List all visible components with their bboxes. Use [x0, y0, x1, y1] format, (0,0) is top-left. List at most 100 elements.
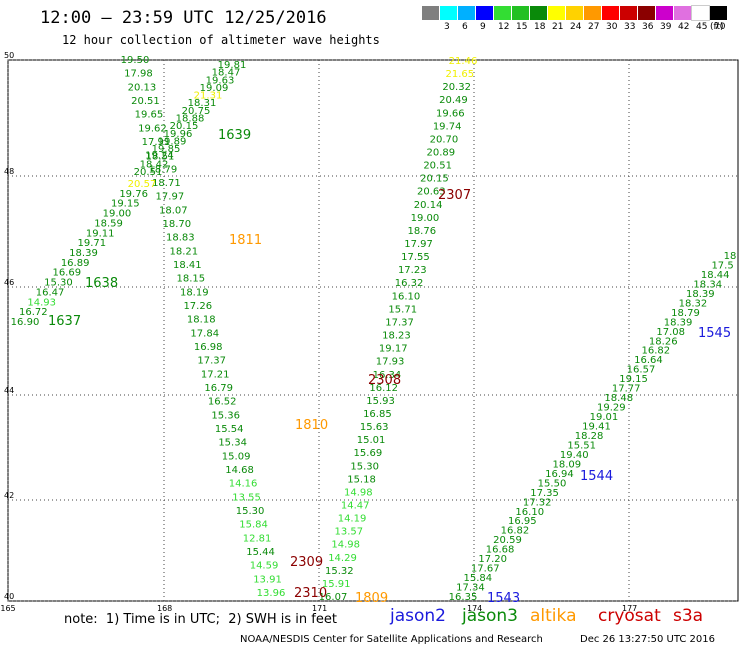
wave-height-value: 16.47	[36, 287, 65, 298]
lat-tick-label: 48	[4, 167, 14, 176]
color-swatch	[566, 6, 583, 20]
color-swatch	[422, 6, 439, 20]
wave-height-value: 18.21	[170, 246, 199, 257]
color-swatch	[494, 6, 511, 20]
map-title: 12:00 – 23:59 UTC 12/25/2016	[40, 8, 327, 28]
pass-id-label: 1545	[698, 326, 731, 341]
wave-height-value: 15.84	[464, 573, 493, 584]
wave-height-value: 18.19	[180, 287, 209, 298]
color-swatch	[620, 6, 637, 20]
wave-height-value: 18.79	[149, 164, 178, 175]
color-swatch	[548, 6, 565, 20]
wave-height-value: 16.68	[486, 545, 515, 556]
wave-height-value: 18.79	[671, 308, 700, 319]
wave-height-value: 18.26	[649, 336, 678, 347]
wave-height-value: 18.41	[173, 260, 202, 271]
credit-text: NOAA/NESDIS Center for Satellite Applica…	[240, 634, 543, 645]
wave-height-value: 18.23	[382, 331, 411, 342]
wave-height-value: 20.89	[426, 148, 455, 159]
wave-height-value: 18.07	[159, 205, 188, 216]
wave-height-value: 17.37	[197, 356, 226, 367]
wave-height-value: 17.21	[201, 369, 230, 380]
wave-height-value: 16.57	[627, 365, 656, 376]
wave-height-value: 19.15	[111, 199, 140, 210]
wave-height-value: 14.98	[331, 540, 360, 551]
lat-tick-label: 44	[4, 386, 14, 395]
wave-height-value: 18.71	[152, 178, 181, 189]
wave-height-value: 19.76	[119, 189, 148, 200]
color-swatch	[638, 6, 655, 20]
pass-id-label: 1809	[355, 591, 388, 606]
wave-height-value: 17.91	[142, 137, 171, 148]
timestamp-text: Dec 26 13:27:50 UTC 2016	[580, 634, 715, 645]
wave-height-value: 19.00	[103, 209, 132, 220]
wave-height-value: 16.12	[369, 383, 398, 394]
wave-height-value: 19.41	[582, 422, 611, 433]
wave-height-value: 16.07	[319, 592, 348, 603]
wave-height-value: 20.57	[128, 179, 157, 190]
wave-height-value: 16.89	[61, 258, 90, 269]
wave-height-value: 18.44	[701, 270, 730, 281]
wave-height-value: 16.64	[634, 355, 663, 366]
wave-height-value: 18.51	[146, 152, 175, 163]
pass-id-label: 1637	[48, 314, 81, 329]
wave-height-value: 19.63	[206, 75, 235, 86]
lat-tick-label: 42	[4, 491, 14, 500]
color-swatch	[476, 6, 493, 20]
wave-height-value: 17.23	[398, 265, 427, 276]
wave-height-value: 19.01	[590, 412, 619, 423]
lat-tick-label: 46	[4, 278, 14, 287]
color-scale-label: 27	[588, 22, 600, 32]
wave-height-value: 15.34	[218, 438, 247, 449]
wave-height-value: 15.69	[354, 448, 383, 459]
wave-height-value: 19.50	[121, 55, 150, 66]
pass-id-label: 2310	[294, 586, 327, 601]
wave-height-value: 13.96	[257, 588, 286, 599]
wave-height-value: 20.51	[423, 161, 452, 172]
wave-height-value: 21.46	[449, 56, 478, 67]
wave-height-value: 15.91	[322, 579, 351, 590]
wave-height-value: 14.68	[225, 465, 254, 476]
wave-height-value: 17.55	[401, 252, 430, 263]
color-swatch	[458, 6, 475, 20]
wave-height-value: 17.08	[656, 327, 685, 338]
wave-height-value: 14.47	[341, 500, 370, 511]
wave-height-value: 19.89	[158, 136, 187, 147]
wave-height-value: 18.42	[140, 159, 169, 170]
wave-height-value: 19.40	[560, 450, 589, 461]
wave-height-value: 19.74	[433, 121, 462, 132]
wave-height-value: 15.30	[236, 506, 265, 517]
color-swatch	[440, 6, 457, 20]
color-swatch	[710, 6, 727, 20]
wave-height-value: 13.55	[232, 492, 261, 503]
wave-height-value: 15.30	[350, 461, 379, 472]
wave-height-value: 16.10	[392, 291, 421, 302]
wave-height-value: 18.32	[679, 298, 708, 309]
wave-height-value: 20.51	[134, 167, 163, 178]
wave-height-value: 15.36	[211, 410, 240, 421]
color-scale-label: 21	[552, 22, 564, 32]
color-swatch	[602, 6, 619, 20]
color-swatch	[656, 6, 673, 20]
color-scale-label: 15	[516, 22, 528, 32]
wave-height-value: 18.76	[407, 226, 436, 237]
wave-height-value: 16.35	[449, 592, 478, 603]
wave-height-value: 16.10	[515, 507, 544, 518]
wave-height-value: 19.11	[86, 228, 115, 239]
wave-height-value: 15.18	[347, 474, 376, 485]
wave-height-value: 19.71	[78, 238, 107, 249]
wave-height-value: 16.32	[395, 278, 424, 289]
pass-id-label: 1638	[85, 276, 118, 291]
legend-jason2: jason2	[390, 606, 446, 626]
wave-height-value: 14.19	[338, 514, 367, 525]
wave-height-value: 15.71	[388, 304, 417, 315]
wave-height-value: 18.34	[693, 279, 722, 290]
wave-height-value: 14.29	[328, 553, 357, 564]
wave-height-value: 19.65	[135, 110, 164, 121]
color-scale-unit: (ft)	[710, 22, 724, 32]
wave-height-value: 13.91	[253, 574, 282, 585]
wave-height-value: 19.62	[138, 123, 167, 134]
legend-altika: altika	[530, 606, 577, 626]
lon-tick-label: 168	[157, 604, 172, 613]
wave-height-value: 15.63	[360, 422, 389, 433]
